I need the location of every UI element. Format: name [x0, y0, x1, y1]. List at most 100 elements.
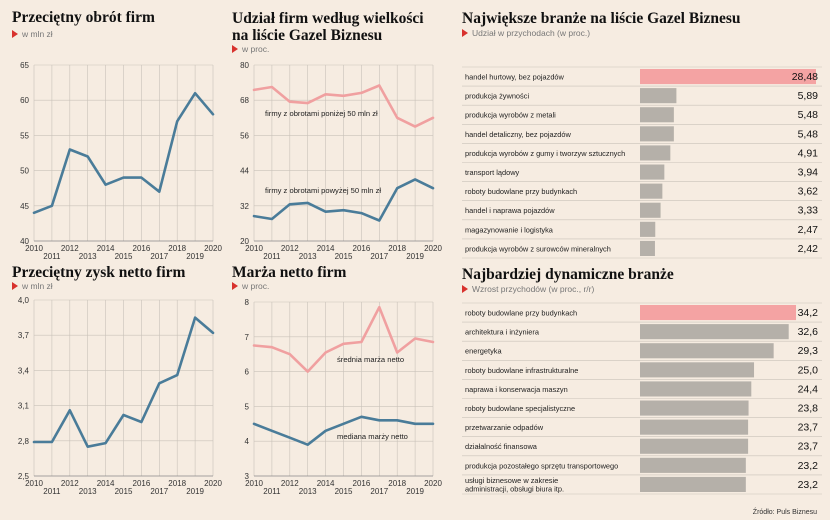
bar — [640, 240, 655, 256]
x-tick-label: 2011 — [43, 252, 61, 261]
triangle-icon — [232, 282, 238, 290]
x-tick-label: 2011 — [43, 487, 61, 496]
category-label: produkcja pozostałego sprzętu transporto… — [465, 461, 618, 470]
y-tick-label: 56 — [240, 131, 249, 140]
bar — [640, 343, 774, 359]
chart-obrot-plot: 40 45 50 55 60 65 2010 2012 2014 2016 2018 2020 2011… — [20, 61, 222, 261]
x-tick-label: 2013 — [299, 487, 317, 496]
value-label: 23,2 — [798, 479, 819, 491]
triangle-icon — [12, 30, 18, 38]
title-marza: Marża netto firm — [232, 264, 347, 281]
category-label: naprawa i konserwacja maszyn — [465, 385, 568, 394]
value-label: 3,94 — [798, 167, 819, 179]
y-tick-label: 40 — [20, 237, 29, 246]
bar — [640, 88, 677, 104]
y-tick-label: 20 — [240, 237, 249, 246]
x-tick-label: 2014 — [97, 479, 115, 488]
series-label: firmy z obrotami powyżej 50 mln zł — [265, 186, 381, 195]
category-label: administracji, obsługi biura itp. — [465, 484, 564, 493]
x-tick-label: 2016 — [353, 479, 371, 488]
bar — [640, 69, 816, 85]
x-tick-label: 2017 — [370, 487, 388, 496]
x-tick-label: 2018 — [168, 479, 186, 488]
category-label: transport lądowy — [465, 168, 520, 177]
x-tick-label: 2013 — [299, 252, 317, 261]
x-tick-label: 2015 — [335, 252, 353, 261]
title-udzial: Udział firm według wielkości na liście G… — [232, 10, 424, 44]
bar — [640, 362, 755, 378]
subtitle-marza: w proc. — [232, 281, 269, 291]
y-tick-label: 3 — [245, 472, 250, 481]
chart-dynamiczne-plot: roboty budowlane przy budynkach 34,2 archi… — [462, 302, 822, 495]
value-label: 28,48 — [792, 71, 818, 83]
series-line — [252, 84, 435, 128]
value-label: 23,7 — [798, 441, 819, 453]
y-tick-label: 6 — [245, 368, 250, 377]
bar — [640, 400, 749, 416]
value-label: 5,48 — [798, 128, 819, 140]
category-label: przetwarzanie odpadów — [465, 423, 544, 432]
value-label: 23,7 — [798, 422, 819, 434]
x-tick-label: 2013 — [79, 252, 97, 261]
category-label: produkcja żywności — [465, 92, 529, 101]
subtitle-text: w mln zł — [22, 281, 53, 291]
x-tick-label: 2014 — [317, 479, 335, 488]
value-label: 34,2 — [798, 307, 819, 319]
x-tick-label: 2017 — [150, 487, 168, 496]
category-label: energetyka — [465, 347, 502, 356]
x-tick-label: 2020 — [424, 479, 442, 488]
category-label: handel i naprawa pojazdów — [465, 206, 555, 215]
x-tick-label: 2015 — [115, 252, 133, 261]
y-tick-label: 65 — [20, 61, 29, 70]
x-tick-label: 2016 — [353, 244, 371, 253]
value-label: 25,0 — [798, 364, 819, 376]
category-label: roboty budowlane przy budynkach — [465, 187, 577, 196]
subtitle-text: Wzrost przychodów (w proc., r/r) — [472, 284, 595, 294]
subtitle-text: w proc. — [242, 44, 270, 54]
category-label: usługi biznesowe w zakresie — [465, 476, 558, 485]
value-label: 4,91 — [798, 147, 819, 159]
subtitle-text: Udział w przychodach (w proc.) — [472, 28, 591, 38]
y-tick-label: 7 — [245, 333, 250, 342]
triangle-icon — [462, 285, 468, 293]
series-line — [32, 91, 215, 215]
value-label: 5,89 — [798, 90, 819, 102]
x-tick-label: 2019 — [186, 487, 204, 496]
x-tick-label: 2010 — [245, 479, 263, 488]
x-tick-label: 2018 — [388, 244, 406, 253]
bar — [640, 183, 663, 199]
x-tick-label: 2015 — [115, 487, 133, 496]
category-label: produkcja wyrobów z gumy i tworzyw sztuc… — [465, 149, 625, 158]
y-tick-label: 60 — [20, 96, 29, 105]
x-tick-label: 2017 — [370, 252, 388, 261]
y-tick-label: 3,1 — [18, 402, 30, 411]
x-tick-label: 2018 — [168, 244, 186, 253]
value-label: 3,33 — [798, 205, 819, 217]
x-tick-label: 2019 — [406, 487, 424, 496]
value-label: 2,42 — [798, 243, 819, 255]
x-tick-label: 2016 — [133, 479, 151, 488]
subtitle-obrot: w mln zł — [12, 29, 53, 39]
series-line — [252, 178, 435, 222]
bar — [640, 438, 749, 454]
x-tick-label: 2011 — [263, 252, 281, 261]
subtitle-branze: Udział w przychodach (w proc.) — [462, 28, 590, 38]
bar — [640, 457, 746, 473]
series-label: średnia marża netto — [337, 355, 404, 364]
y-tick-label: 44 — [240, 167, 249, 176]
y-tick-label: 4 — [245, 437, 250, 446]
x-tick-label: 2020 — [424, 244, 442, 253]
y-tick-label: 3,4 — [18, 366, 30, 375]
title-zysk: Przeciętny zysk netto firm — [12, 264, 186, 281]
series-line — [252, 415, 435, 447]
category-label: roboty budowlane infrastrukturalne — [465, 366, 578, 375]
triangle-icon — [232, 45, 238, 53]
x-tick-label: 2013 — [79, 487, 97, 496]
chart-branze-plot: handel hurtowy, bez pojazdów 28,48 produkc… — [462, 66, 822, 259]
x-tick-label: 2010 — [25, 479, 43, 488]
value-label: 2,47 — [798, 224, 819, 236]
x-tick-label: 2012 — [281, 244, 299, 253]
triangle-icon — [12, 282, 18, 290]
subtitle-dynamiczne: Wzrost przychodów (w proc., r/r) — [462, 284, 594, 294]
